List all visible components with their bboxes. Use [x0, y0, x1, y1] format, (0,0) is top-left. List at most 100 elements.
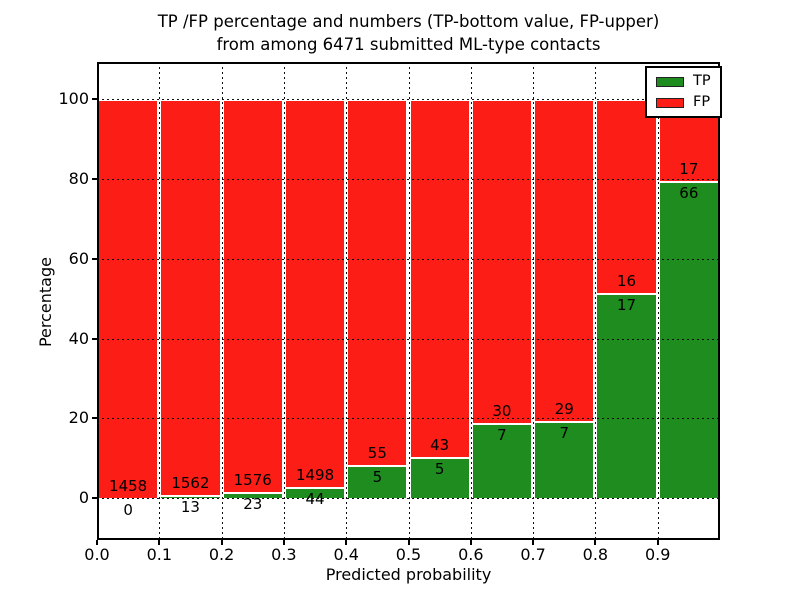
bar-fp-segment: [472, 99, 532, 423]
bar-tp-count-label: 0: [123, 501, 133, 520]
x-tick-mark: [282, 540, 285, 545]
x-tick-label: 0.3: [271, 545, 297, 564]
bar-tp-count-label: 44: [305, 489, 325, 508]
bar-tp-count-label: 23: [243, 495, 263, 514]
bar-fp-top-edge: [285, 99, 345, 102]
x-tick-label: 0.6: [458, 545, 484, 564]
x-tick-label: 0.2: [208, 545, 235, 564]
bar-fp-segment: [348, 99, 407, 465]
grid-line-vertical: [408, 62, 410, 540]
y-tick-mark: [92, 337, 97, 340]
bar-fp-count-label: 1498: [295, 465, 335, 484]
bar-tp-segment: [535, 420, 594, 499]
bar-fp-count-label: 29: [554, 399, 574, 418]
y-axis-title: Percentage: [36, 257, 55, 348]
grid-line-vertical: [283, 62, 285, 540]
bar-fp-count-label: 16: [616, 271, 637, 290]
bar-tp-count-label: 66: [679, 184, 699, 203]
bar-tp-top-edge: [472, 422, 532, 425]
bar-tp-count-label: 7: [559, 423, 570, 442]
x-tick-mark: [656, 540, 659, 545]
x-tick-label: 0.5: [395, 545, 422, 564]
bar-fp-count-label: 1458: [109, 477, 148, 496]
bar-tp-count-label: 17: [616, 295, 637, 314]
legend-label-tp: TP: [693, 73, 711, 89]
x-tick-label: 0.1: [146, 545, 173, 564]
x-tick-mark: [345, 540, 348, 545]
y-tick-mark: [92, 178, 97, 181]
plot-area: TP FP 1458 0 1562 13 1576 23 1498 44 55 5 43 5 30 7 29…: [97, 62, 722, 540]
bar-fp-top-edge: [223, 99, 282, 102]
bar-tp-count-label: 5: [434, 459, 445, 478]
y-tick-mark: [92, 98, 97, 101]
bar-tp-segment: [597, 292, 656, 499]
bar-fp-segment: [223, 99, 282, 493]
bar-tp-top-edge: [223, 492, 282, 495]
legend: TP FP: [645, 66, 722, 118]
x-tick-mark: [532, 540, 535, 545]
x-tick-label: 0.9: [644, 545, 671, 564]
x-axis-title: Predicted probability: [325, 565, 492, 584]
bar-tp-segment: [348, 464, 407, 499]
legend-swatch-tp: [656, 76, 684, 87]
bar-tp-count-label: 13: [180, 497, 200, 516]
x-tick-label: 0.4: [333, 545, 359, 564]
grid-line-vertical: [595, 62, 597, 540]
chart-title-line2: from among 6471 submitted ML-type contac…: [216, 35, 601, 54]
bar-fp-top-edge: [472, 99, 532, 102]
bar-fp-segment: [97, 99, 158, 499]
y-tick-label: 40: [68, 328, 89, 348]
x-tick-mark: [220, 540, 223, 545]
x-tick-mark: [469, 540, 472, 545]
grid-line-vertical: [159, 62, 161, 540]
bar-fp-segment: [410, 99, 469, 457]
bar-fp-top-edge: [597, 99, 656, 102]
bar-fp-count-label: 43: [430, 435, 450, 454]
x-tick-label: 0.8: [582, 545, 609, 564]
y-tick-label: 0: [78, 488, 89, 508]
legend-entry-tp: TP: [656, 74, 711, 89]
x-tick-mark: [96, 540, 98, 545]
grid-line-vertical: [470, 62, 472, 540]
y-tick-mark: [92, 257, 97, 260]
bar-tp-top-edge: [410, 456, 469, 459]
bar-fp-top-edge: [97, 99, 158, 102]
chart-title-line1: TP /FP percentage and numbers (TP-bottom…: [157, 12, 660, 31]
grid-line-vertical: [533, 62, 535, 540]
bar-tp-count-label: 7: [497, 425, 507, 444]
bar-tp-top-edge: [285, 486, 345, 489]
bar-tp-top-edge: [659, 181, 720, 184]
y-tick-mark: [92, 497, 97, 500]
bar-fp-segment: [597, 99, 656, 293]
bar-fp-count-label: 55: [367, 443, 387, 462]
x-tick-mark: [158, 540, 161, 545]
bar-fp-count-label: 30: [492, 401, 512, 420]
legend-entry-fp: FP: [656, 95, 711, 110]
bar-tp-segment: [285, 486, 345, 499]
bar-fp-segment: [285, 99, 345, 487]
bar-fp-top-edge: [410, 99, 469, 102]
bar-fp-count-label: 1562: [171, 473, 210, 492]
y-tick-label: 20: [68, 408, 89, 428]
y-tick-label: 80: [68, 169, 89, 189]
x-tick-mark: [407, 540, 410, 545]
bar-tp-top-edge: [597, 292, 656, 295]
x-tick-label: 0.7: [520, 545, 546, 564]
bar-fp-top-edge: [161, 99, 220, 102]
bar-tp-segment: [223, 492, 282, 499]
bar-tp-segment: [410, 456, 469, 499]
grid-line-vertical: [657, 62, 659, 540]
bar-tp-top-edge: [161, 494, 220, 497]
grid-line-vertical: [221, 62, 223, 540]
bar-fp-count-label: 1576: [233, 471, 272, 490]
chart-title: TP /FP percentage and numbers (TP-bottom…: [97, 10, 720, 56]
bar-tp-top-edge: [535, 420, 594, 423]
x-tick-mark: [594, 540, 597, 545]
bar-tp-segment: [472, 422, 532, 499]
grid-line-vertical: [346, 62, 348, 540]
bar-fp-segment: [535, 99, 594, 421]
y-tick-mark: [92, 417, 97, 420]
bar-fp-count-label: 17: [679, 160, 699, 179]
legend-swatch-fp: [656, 97, 684, 108]
